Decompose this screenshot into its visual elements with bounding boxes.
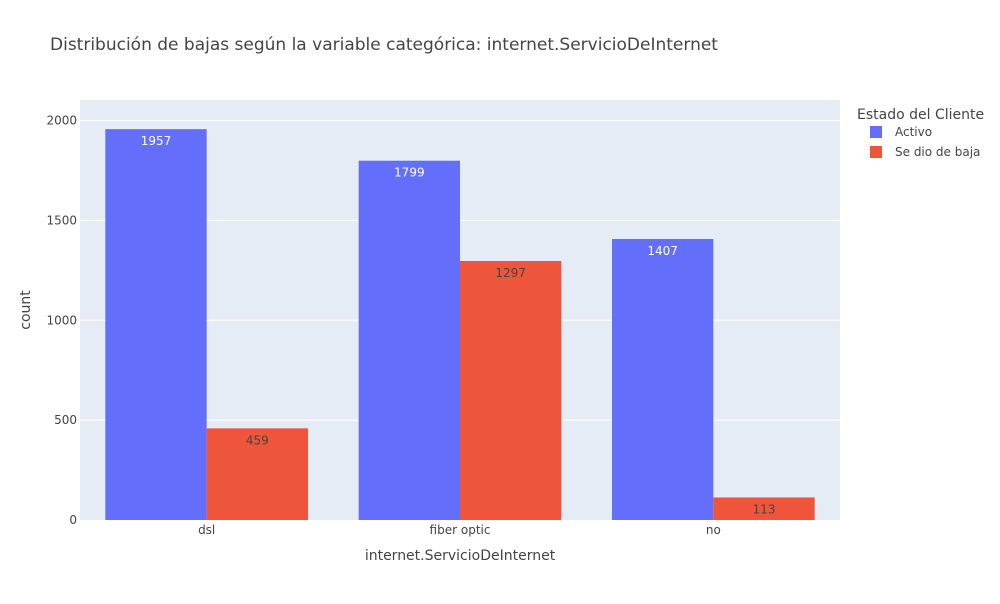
data-label: 1799 — [394, 166, 425, 180]
data-label: 1407 — [647, 244, 678, 258]
y-tick-label: 1500 — [46, 213, 77, 227]
legend[interactable]: Estado del Cliente Activo Se dio de baja — [857, 107, 984, 159]
data-labels: 1957 459 1799 1297 1407 113 — [141, 134, 776, 516]
y-tick-label: 2000 — [46, 114, 77, 128]
legend-title: Estado del Cliente — [857, 107, 984, 123]
y-tick-label: 500 — [54, 413, 77, 427]
x-axis-title: internet.ServicioDeInternet — [365, 548, 556, 564]
data-label: 459 — [246, 433, 269, 447]
bar-activo-dsl[interactable] — [105, 129, 207, 521]
bar-se-dio-de-baja-fiber-optic[interactable] — [460, 260, 562, 520]
bar-activo-fiber-optic[interactable] — [358, 160, 460, 521]
y-tick-label: 1000 — [46, 313, 77, 327]
bar-se-dio-de-baja-no[interactable] — [713, 497, 815, 520]
x-tick-label: dsl — [198, 523, 215, 537]
y-tick-label: 0 — [69, 513, 77, 527]
x-tick-label: no — [706, 523, 721, 537]
legend-swatch — [870, 146, 882, 158]
chart-title: Distribución de bajas según la variable … — [50, 35, 718, 55]
bar-se-dio-de-baja-dsl[interactable] — [206, 428, 308, 520]
x-axis-ticks: dsl fiber optic no — [198, 523, 721, 537]
x-tick-label: fiber optic — [430, 523, 491, 537]
data-label: 1957 — [141, 134, 172, 148]
bar-activo-no[interactable] — [612, 239, 714, 521]
y-axis-ticks: 0 500 1000 1500 2000 — [46, 114, 77, 527]
bars[interactable] — [105, 129, 815, 521]
legend-swatch — [870, 126, 882, 138]
legend-label: Activo — [895, 125, 932, 139]
legend-label: Se dio de baja — [895, 145, 980, 159]
legend-item-se-dio-de-baja[interactable]: Se dio de baja — [870, 145, 980, 159]
legend-item-activo[interactable]: Activo — [870, 125, 932, 139]
data-label: 1297 — [495, 266, 526, 280]
legend-items[interactable]: Activo Se dio de baja — [870, 125, 980, 159]
y-axis-title: count — [18, 290, 34, 330]
data-label: 113 — [753, 502, 776, 516]
